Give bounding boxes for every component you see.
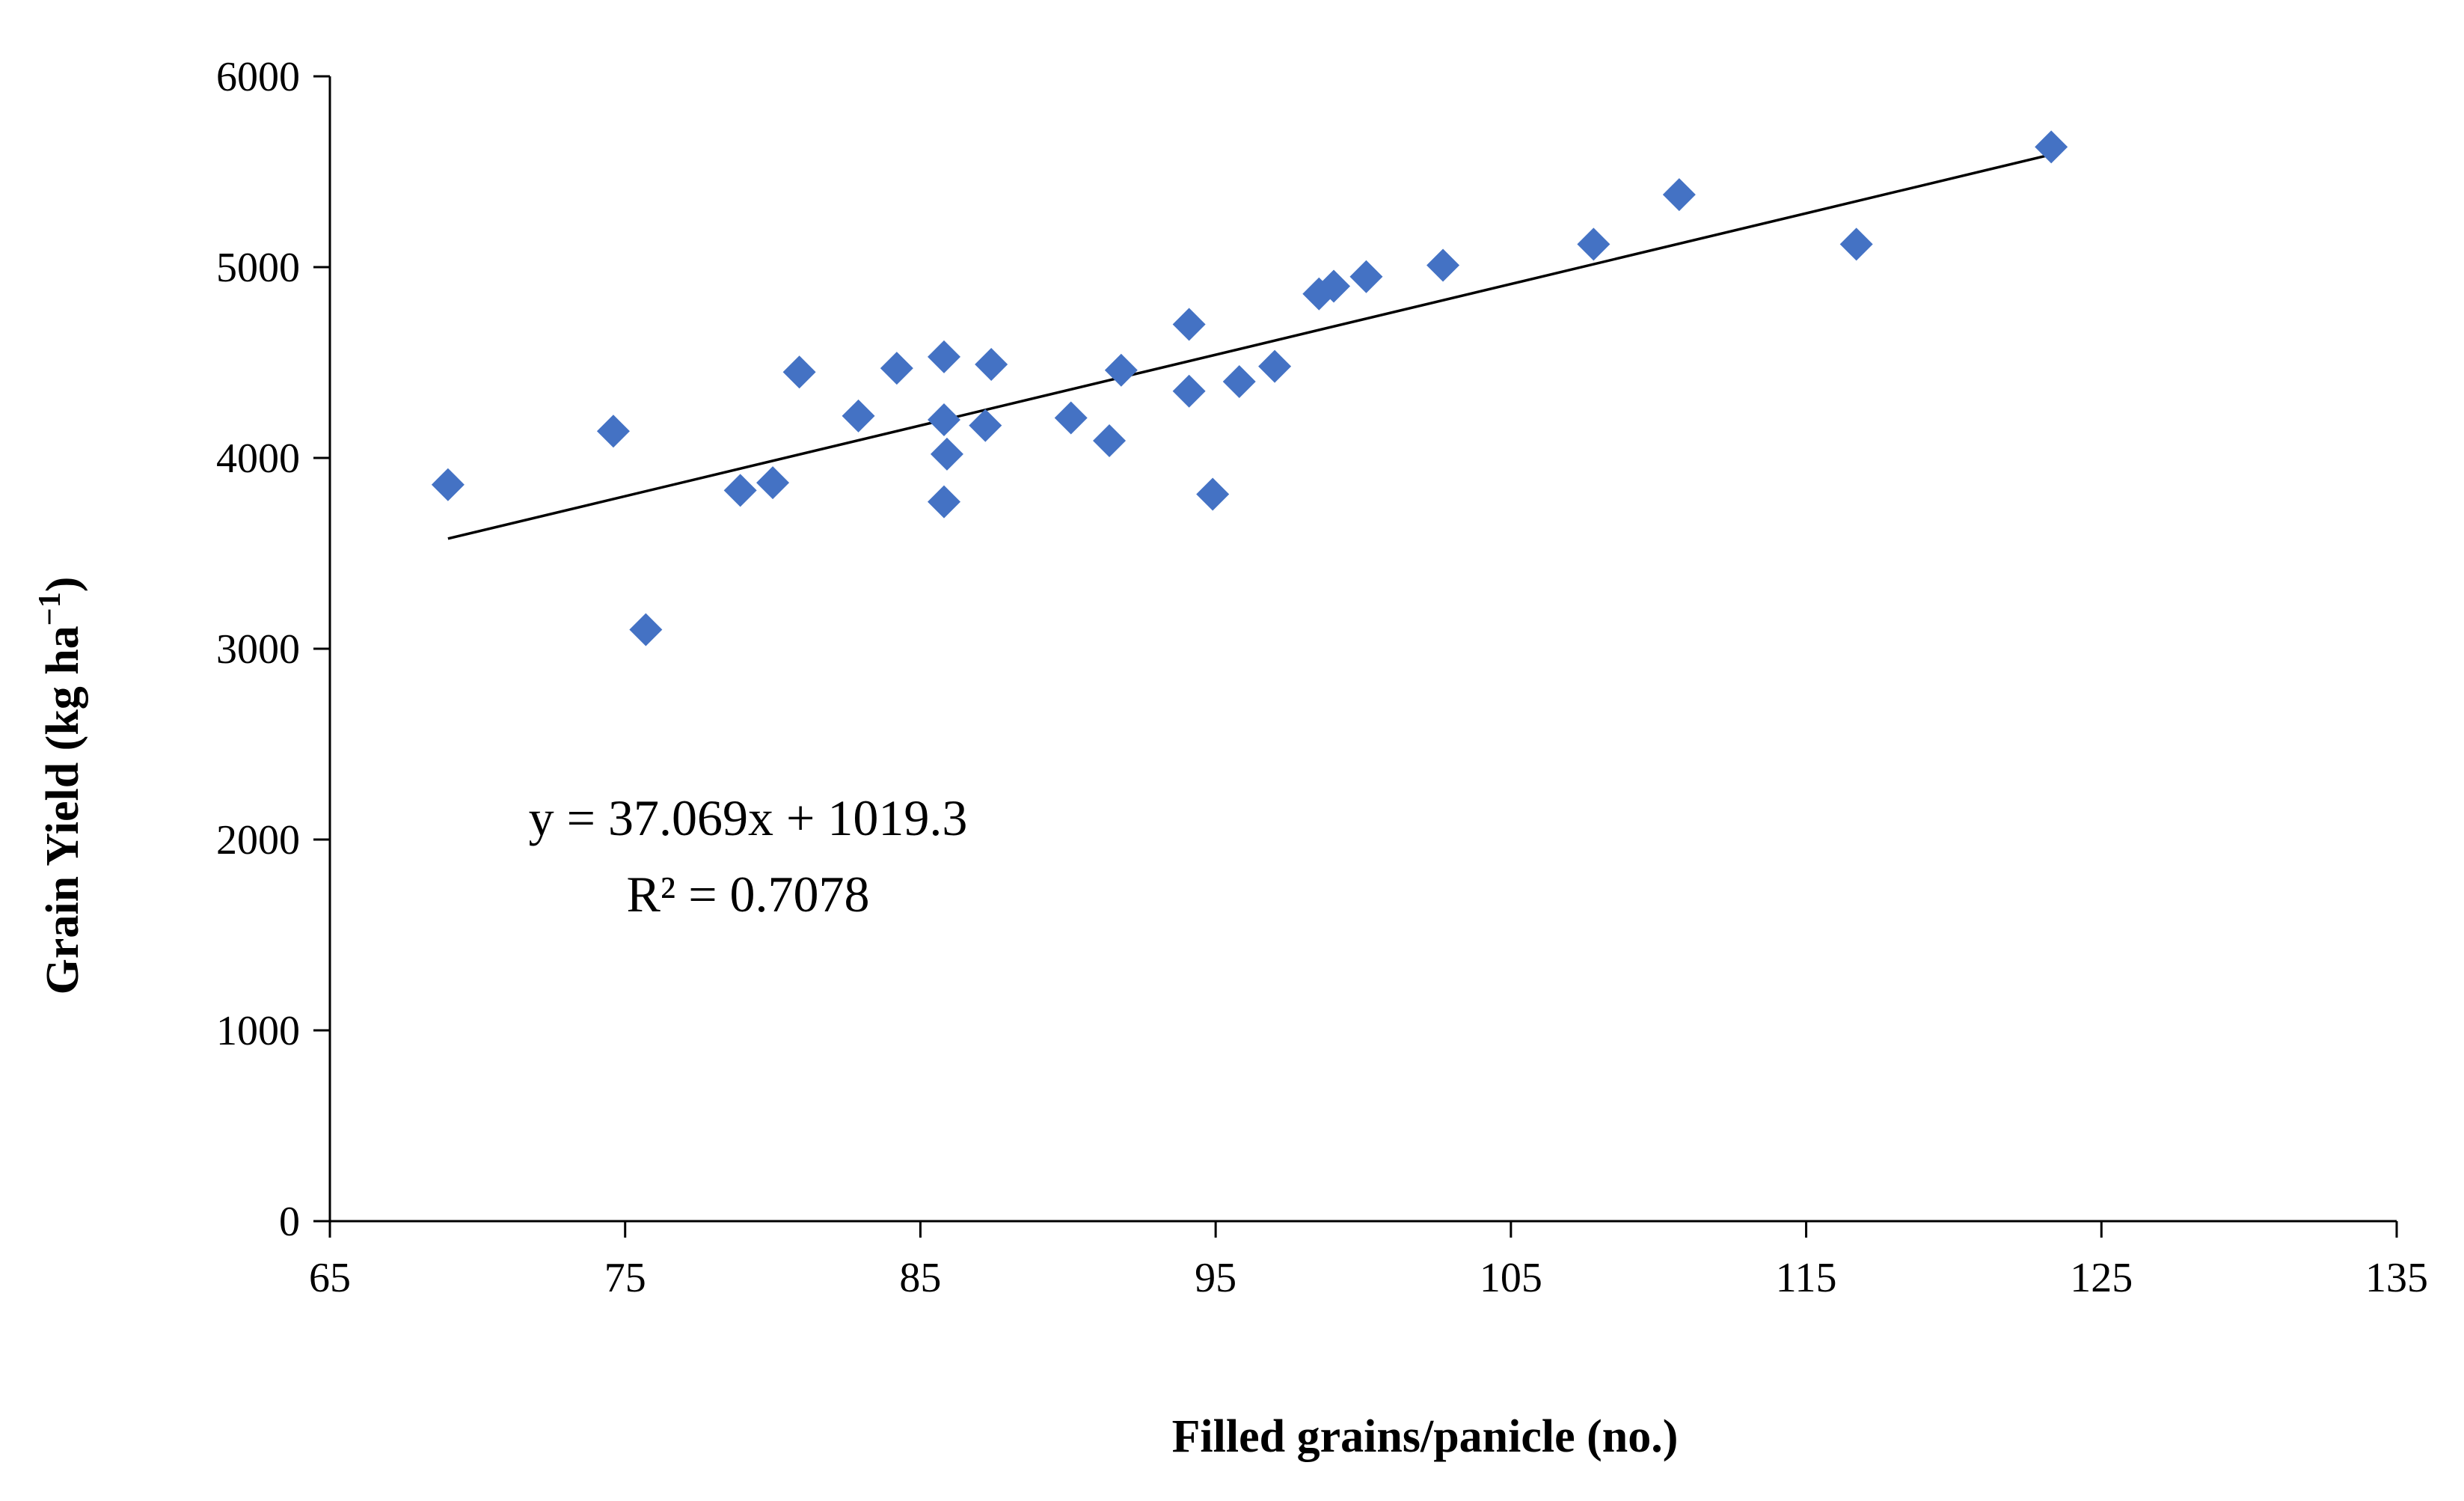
x-tick-label: 105: [1480, 1255, 1542, 1301]
x-axis-title: Filled grains/panicle (no.): [1172, 1411, 1679, 1462]
data-point: [782, 355, 816, 389]
data-point: [969, 409, 1002, 442]
data-point: [1577, 227, 1611, 261]
trendline: [447, 153, 2052, 540]
data-point: [1662, 178, 1696, 212]
data-point: [1317, 269, 1351, 303]
data-point: [1426, 248, 1460, 282]
data-point: [1172, 374, 1206, 408]
x-ticks: 65 75 85 95 105 115 125 135: [309, 1221, 2428, 1301]
trendline-equation: y = 37.069x + 1019.3: [529, 789, 968, 846]
x-tick-label: 65: [309, 1255, 351, 1301]
x-tick-label: 95: [1195, 1255, 1236, 1301]
data-point: [1172, 308, 1206, 341]
data-point: [2035, 130, 2068, 164]
r-squared-label: R² = 0.7078: [626, 866, 869, 923]
data-point: [1839, 227, 1873, 261]
data-point: [930, 437, 963, 471]
y-tick-label: 2000: [216, 817, 300, 863]
y-tick-label: 0: [279, 1199, 300, 1245]
y-axis-title-superscript: −1: [33, 592, 67, 626]
data-point: [928, 403, 961, 436]
data-point: [1258, 349, 1292, 383]
data-point: [975, 348, 1008, 382]
data-point: [928, 340, 961, 373]
data-point: [629, 613, 663, 646]
data-point: [431, 468, 465, 501]
y-tick-label: 3000: [216, 626, 300, 673]
x-tick-label: 135: [2365, 1255, 2428, 1301]
x-tick-label: 85: [899, 1255, 941, 1301]
x-tick-label: 75: [604, 1255, 646, 1301]
data-point: [1054, 401, 1088, 435]
y-tick-label: 4000: [216, 435, 300, 482]
data-point: [1093, 424, 1127, 458]
data-point: [842, 399, 875, 432]
data-point: [596, 415, 630, 448]
axes: [328, 76, 2397, 1223]
y-tick-label: 6000: [216, 54, 300, 100]
data-point: [1349, 260, 1383, 293]
data-point: [880, 352, 913, 385]
data-point: [756, 466, 790, 500]
data-point: [1104, 353, 1138, 387]
data-point: [928, 485, 961, 519]
data-point: [1196, 477, 1230, 511]
y-tick-label: 5000: [216, 245, 300, 291]
y-axis-title: Grain Yield (kg ha−1): [33, 577, 88, 995]
x-tick-label: 115: [1776, 1255, 1837, 1301]
data-point: [723, 474, 757, 507]
y-tick-label: 1000: [216, 1008, 300, 1054]
y-axis-title-main: Grain Yield (kg ha: [37, 626, 88, 994]
x-tick-label: 125: [2070, 1255, 2133, 1301]
y-axis-title-end: ): [37, 577, 88, 593]
data-points: [431, 130, 2068, 646]
y-ticks: 0 1000 2000 3000 4000 5000 6000: [216, 54, 330, 1245]
data-point: [1222, 365, 1256, 398]
